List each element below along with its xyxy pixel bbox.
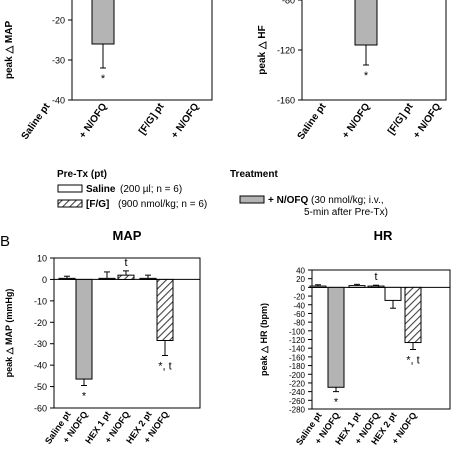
y-tick-label: 40 <box>296 267 305 276</box>
y-tick-label: -60 <box>34 404 47 414</box>
y-tick-label: -240 <box>289 388 306 397</box>
significance-marker: * <box>82 391 87 403</box>
legend: Pre-Tx (pt) Saline (200 µl; n = 6) [F/G]… <box>57 169 388 218</box>
bar <box>98 277 116 280</box>
legend-nofq-swatch <box>239 195 265 204</box>
category-label: + N/OFQ <box>411 101 443 140</box>
y-tick-label: 0 <box>301 284 306 293</box>
bar <box>348 285 366 288</box>
y-tick-label: -180 <box>289 362 306 371</box>
y-tick-label: -40 <box>293 301 305 310</box>
y-tick-label: -30 <box>52 56 65 66</box>
bar <box>404 286 422 344</box>
legend-treatment-title: Treatment <box>230 169 278 180</box>
legend-fg-name: [F/G] <box>86 199 109 210</box>
legend-saline-detail: (200 µl; n = 6) <box>120 184 182 195</box>
bar <box>327 286 345 388</box>
y-tick-label: -30 <box>34 339 47 349</box>
category-label: + N/OFQ <box>340 101 372 140</box>
category-label: + N/OFQ <box>77 101 109 140</box>
category-label: [F/G] pt <box>137 101 167 137</box>
y-tick-label: -80 <box>293 319 305 328</box>
panel-b-label: B <box>0 233 10 250</box>
y-axis-label: peak △ MAP (mmHg) <box>4 289 14 378</box>
bar <box>309 285 327 288</box>
y-tick-label: -280 <box>289 406 306 415</box>
y-axis-label: peak △ HR (bpm) <box>259 303 269 376</box>
significance-marker: * <box>101 73 106 85</box>
legend-saline-name: Saline <box>86 184 116 195</box>
y-tick-label: -120 <box>277 46 295 56</box>
y-tick-label: 10 <box>37 254 47 264</box>
bar <box>117 274 135 280</box>
y-tick-label: 0 <box>42 275 47 285</box>
y-tick-label: -20 <box>34 318 47 328</box>
category-label: Saline pt <box>20 101 53 142</box>
legend-nofq-detail1: (30 nmol/kg; i.v., <box>311 195 384 206</box>
significance-marker: t <box>374 271 377 283</box>
y-tick-label: -20 <box>293 293 305 302</box>
chart-title: MAP <box>113 228 142 243</box>
bar <box>91 0 115 45</box>
y-tick-label: -160 <box>289 353 306 362</box>
y-tick-label: -40 <box>34 361 47 371</box>
legend-pretx-title: Pre-Tx (pt) <box>57 169 107 180</box>
y-tick-label: -220 <box>289 379 306 388</box>
bar <box>156 278 174 341</box>
plot-frame <box>301 0 447 101</box>
bar <box>139 277 157 280</box>
bar <box>354 0 378 46</box>
plot-frame <box>53 257 201 409</box>
y-tick-label: 20 <box>296 275 305 284</box>
y-tick-label: -160 <box>277 96 295 106</box>
y-tick-label: -260 <box>289 397 306 406</box>
y-tick-label: -100 <box>289 327 306 336</box>
y-tick-label: -120 <box>289 336 306 345</box>
bar <box>367 285 385 288</box>
category-label: [F/G] pt <box>386 101 416 137</box>
bar <box>384 286 402 301</box>
y-tick-label: -60 <box>293 310 305 319</box>
bar <box>75 278 93 380</box>
significance-marker: * <box>364 70 369 82</box>
bar <box>58 277 76 280</box>
significance-marker: t <box>124 257 127 269</box>
legend-fg-detail: (900 nmol/kg; n = 6) <box>118 199 207 210</box>
significance-marker: *, t <box>406 354 419 366</box>
y-axis-label: peak △ HF <box>257 25 268 74</box>
y-tick-label: -40 <box>52 96 65 106</box>
y-tick-label: -20 <box>52 16 65 26</box>
significance-marker: * <box>334 397 339 409</box>
legend-fg-swatch <box>57 199 83 208</box>
category-label: Saline pt <box>296 101 329 142</box>
y-tick-label: -10 <box>34 296 47 306</box>
category-label: + N/OFQ <box>169 101 201 140</box>
y-tick-label: -50 <box>34 382 47 392</box>
legend-saline-swatch <box>57 184 83 193</box>
legend-nofq-name: + N/OFQ <box>268 195 309 206</box>
chart-title: HR <box>374 228 393 243</box>
legend-nofq-detail2: 5-min after Pre-Tx) <box>304 207 388 218</box>
y-axis-label: peak △ MAP <box>4 21 15 80</box>
y-tick-label: -140 <box>289 345 306 354</box>
significance-marker: *, t <box>158 361 171 373</box>
y-tick-label: -200 <box>289 371 306 380</box>
y-tick-label: -80 <box>282 0 295 6</box>
